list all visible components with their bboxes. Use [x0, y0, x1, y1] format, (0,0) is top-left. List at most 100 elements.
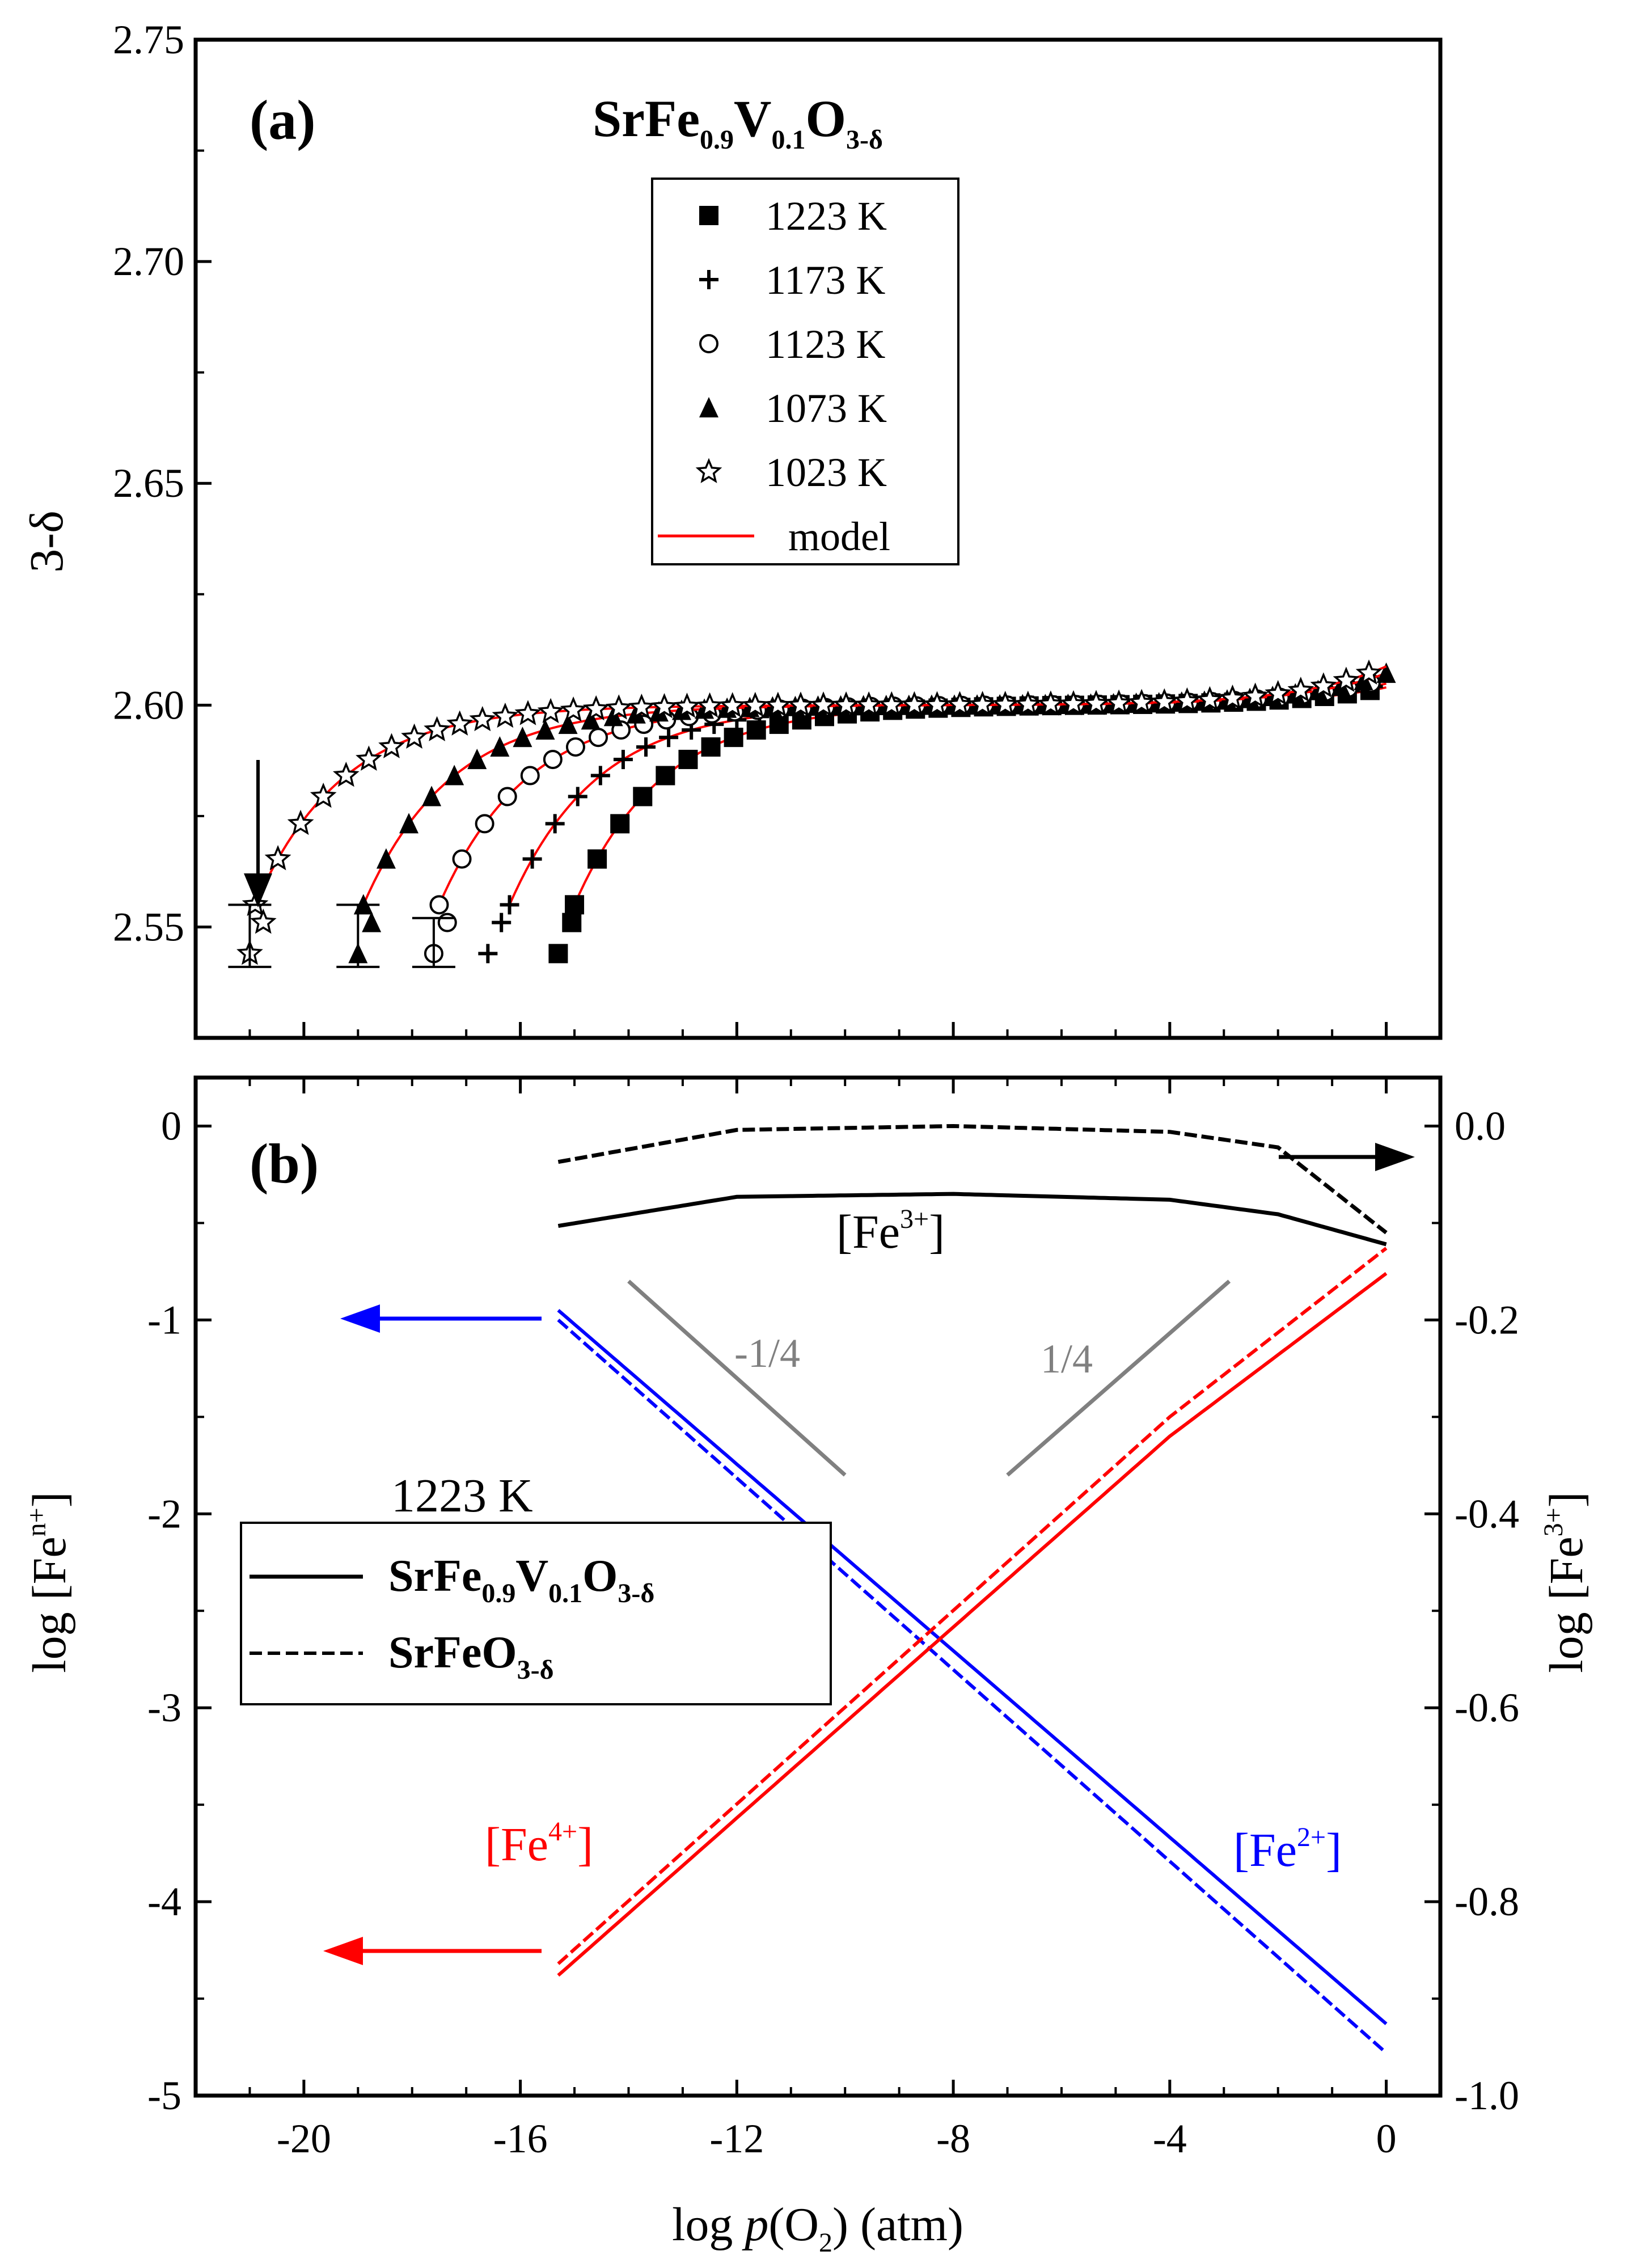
legend-b-label-2: SrFeO3-δ — [388, 1628, 554, 1685]
data-point — [589, 728, 608, 747]
data-point — [696, 692, 724, 718]
data-point — [467, 749, 487, 770]
data-point — [1287, 677, 1314, 702]
legend-a-1073: 1073 K — [766, 386, 887, 431]
y-tick-label: 2.70 — [113, 239, 184, 284]
data-point — [376, 848, 396, 869]
y-right-tick-label: -0.4 — [1455, 1491, 1519, 1536]
data-point — [537, 698, 564, 724]
data-point — [520, 766, 540, 785]
data-point — [590, 766, 610, 785]
data-point — [513, 727, 532, 747]
data-point — [613, 750, 633, 770]
data-point — [992, 690, 1019, 716]
series-line — [557, 1272, 1388, 1977]
data-point — [1151, 688, 1178, 713]
panel-a-arrow — [244, 760, 272, 907]
panel-a-y-ticks: 2.55 2.60 2.65 2.70 2.75 — [113, 17, 212, 1039]
data-point — [250, 909, 277, 934]
data-point — [587, 849, 607, 869]
data-point — [678, 750, 698, 770]
data-point — [1105, 689, 1132, 715]
data-point — [1355, 659, 1383, 685]
y-right-tick-label: -0.2 — [1455, 1297, 1519, 1342]
data-point — [429, 895, 449, 915]
panel-b-frame — [193, 1075, 1443, 2098]
data-point — [522, 849, 542, 869]
data-point — [656, 766, 675, 785]
data-point — [855, 691, 882, 717]
data-point — [1376, 662, 1396, 683]
panel-b-right-y-label: log [Fe3+] — [1538, 1492, 1593, 1673]
data-point — [478, 944, 498, 964]
data-point — [287, 809, 314, 835]
legend-a-1023: 1023 K — [766, 450, 887, 495]
y-tick-label: -5 — [147, 2073, 181, 2118]
slope-guide — [627, 1279, 847, 1477]
data-point — [1083, 690, 1110, 715]
data-point — [492, 702, 519, 728]
data-point — [492, 913, 511, 932]
data-point — [362, 911, 382, 932]
data-point — [1333, 666, 1360, 692]
panel-a-title: SrFe0.9V0.1O3-δ — [593, 90, 883, 155]
x-tick-label: -20 — [277, 2116, 331, 2161]
data-point — [535, 719, 555, 740]
panel-a-legend: 1223 K 1173 K 1123 K 1073 K 1023 K model — [651, 178, 959, 565]
data-point — [659, 728, 679, 747]
slope-guide — [1006, 1279, 1231, 1477]
data-point — [310, 782, 337, 808]
data-point — [437, 913, 457, 932]
data-point — [742, 691, 769, 717]
series-line — [557, 1192, 1387, 1247]
panel-b-temp: 1223 K — [391, 1469, 533, 1522]
data-point — [452, 849, 472, 869]
panel-a-y-label: 3-δ — [20, 510, 73, 573]
data-point — [581, 709, 601, 730]
data-point — [1197, 686, 1223, 712]
data-point — [562, 913, 582, 932]
legend-b-label-1: SrFe0.9V0.1O3-δ — [388, 1551, 654, 1608]
y-tick-label: 2.55 — [113, 904, 184, 949]
panel-a-frame — [193, 37, 1443, 1040]
data-point — [701, 737, 721, 757]
data-point — [446, 710, 474, 736]
data-point — [422, 785, 442, 806]
data-point — [1128, 689, 1155, 715]
legend-a-model: model — [788, 514, 890, 559]
x-tick-label: -8 — [936, 2116, 970, 2161]
data-point — [560, 696, 587, 722]
x-axis-label: log p(O2) (atm) — [672, 2198, 963, 2258]
data-point — [1310, 672, 1337, 698]
legend-a-markers — [695, 206, 722, 483]
data-point — [399, 813, 419, 834]
data-point — [764, 691, 792, 717]
data-point — [633, 787, 653, 806]
data-point — [636, 737, 656, 757]
panel-b-data — [557, 1124, 1388, 2055]
data-point — [878, 691, 905, 717]
series-line — [557, 1319, 1388, 2055]
arrow-left-red — [323, 1937, 542, 1965]
legend-marker — [695, 458, 722, 483]
data-point — [901, 691, 928, 717]
y-tick-label: 2.65 — [113, 461, 184, 506]
y-tick-label: -2 — [147, 1491, 181, 1536]
data-point — [651, 693, 678, 719]
data-point — [500, 895, 519, 915]
data-point — [514, 700, 542, 725]
data-point — [475, 814, 494, 834]
data-point — [810, 691, 837, 717]
x-tick-label: 0 — [1376, 2116, 1397, 2161]
data-point — [1265, 680, 1292, 706]
data-point — [490, 736, 510, 757]
data-point — [1173, 687, 1200, 713]
panel-a-label: (a) — [250, 88, 316, 151]
series-line — [557, 1309, 1388, 2025]
data-point — [719, 692, 746, 717]
data-point — [1060, 690, 1087, 716]
data-point — [582, 695, 610, 721]
y-tick-label: 2.75 — [113, 17, 184, 62]
data-point — [628, 693, 655, 719]
